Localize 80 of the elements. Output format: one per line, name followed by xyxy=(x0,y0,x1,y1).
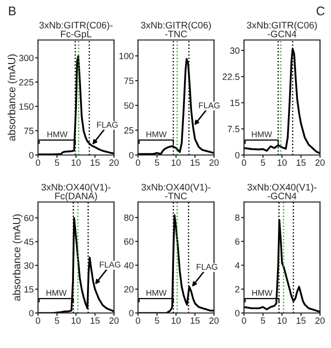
x-tick-label: 20 xyxy=(315,159,325,166)
y-tick-label: 0 xyxy=(129,152,134,158)
x-tick-label: 15 xyxy=(296,160,306,166)
y-tick-label: 30 xyxy=(230,47,240,54)
annotation: HMW xyxy=(146,290,167,296)
x-tick-label: 15 xyxy=(296,318,306,324)
x-tick-label: 5 xyxy=(260,318,266,324)
x-tick-label: 0 xyxy=(242,159,246,166)
y-tick-label: 80 xyxy=(124,214,134,221)
y-tick-label: 0 xyxy=(29,310,34,316)
y-tick-label: 6 xyxy=(235,238,240,245)
y-axis-title: absorbance (mAU) xyxy=(12,214,22,301)
x-tick-label: 5 xyxy=(154,160,160,166)
annotation: HMW xyxy=(146,131,167,138)
x-tick-label: 5 xyxy=(54,160,60,166)
y-tick-label: 225 xyxy=(19,79,34,86)
chart-title: 3xNb:GITR(C06) -TNC xyxy=(140,22,211,38)
y-tick-label: 15 xyxy=(24,286,34,293)
annotation: HMW xyxy=(252,290,272,296)
y-tick-label: 60 xyxy=(124,238,134,245)
y-tick-label: 0 xyxy=(29,152,34,158)
chart-title: 3xNb:GITR(C06) -GCN4 xyxy=(246,22,317,38)
y-tick-label: 60 xyxy=(24,214,34,222)
y-tick-label: 0 xyxy=(129,310,134,316)
annotation: HMW xyxy=(252,131,272,138)
x-tick-label: 10 xyxy=(72,317,81,324)
y-axis-title: absorbance (mAU) xyxy=(8,54,18,141)
x-tick-label: 15 xyxy=(190,160,200,166)
y-tick-label: 7.5 xyxy=(228,126,240,132)
x-tick-label: 10 xyxy=(278,159,287,166)
y-tick-label: 2 xyxy=(235,286,240,292)
y-tick-label: 100 xyxy=(119,52,134,60)
annotation: FLAG xyxy=(100,262,120,268)
y-tick-label: 45 xyxy=(24,238,34,246)
y-tick-label: 0 xyxy=(235,152,240,158)
annotation: HMW xyxy=(46,290,67,296)
chart-title: 3xNb:GITR(C06)- Fc-GpL xyxy=(39,22,113,40)
x-tick-label: 5 xyxy=(260,160,266,166)
x-tick-label: 20 xyxy=(209,159,219,166)
annotation: HMW xyxy=(47,131,68,138)
chart-title: 3xNb:OX40(V1)- Fc(DANA) xyxy=(41,184,110,202)
y-tick-label: 25 xyxy=(124,127,134,134)
y-tick-label: 75 xyxy=(24,128,34,134)
annotation: FLAG xyxy=(97,122,118,128)
x-tick-label: 10 xyxy=(172,159,181,166)
y-tick-label: 150 xyxy=(19,103,34,110)
y-tick-label: 4 xyxy=(235,262,240,269)
x-tick-label: 20 xyxy=(209,317,219,324)
annotation: FLAG xyxy=(196,264,218,270)
y-tick-label: 40 xyxy=(124,262,134,269)
text: C xyxy=(316,6,325,16)
x-tick-label: 0 xyxy=(136,317,140,324)
y-tick-label: 75 xyxy=(124,78,134,84)
x-tick-label: 5 xyxy=(154,318,160,324)
y-tick-label: 300 xyxy=(19,54,34,62)
y-tick-label: 20 xyxy=(124,286,134,292)
y-tick-label: 22.5 xyxy=(222,74,240,80)
x-tick-label: 0 xyxy=(36,159,40,166)
x-tick-label: 0 xyxy=(36,317,40,324)
x-tick-label: 10 xyxy=(172,317,181,324)
x-tick-label: 0 xyxy=(136,159,140,166)
x-tick-label: 15 xyxy=(90,160,100,166)
x-tick-label: 20 xyxy=(315,317,325,324)
x-tick-label: 15 xyxy=(90,318,100,324)
x-tick-label: 20 xyxy=(109,159,119,166)
x-tick-label: 10 xyxy=(278,317,287,324)
y-tick-label: 15 xyxy=(230,100,240,106)
x-tick-label: 10 xyxy=(72,159,81,166)
annotation: FLAG xyxy=(199,102,220,108)
x-tick-label: 0 xyxy=(242,317,246,324)
y-tick-label: 50 xyxy=(124,102,134,109)
y-tick-label: 30 xyxy=(24,262,34,269)
y-tick-label: 8 xyxy=(235,214,240,221)
chart-title: 3xNb:OX40(V1)- -GCN4 xyxy=(247,184,316,200)
x-tick-label: 15 xyxy=(190,318,200,324)
chart-title: 3xNb:OX40(V1)- -TNC xyxy=(141,184,210,200)
text: B xyxy=(9,6,16,16)
x-tick-label: 5 xyxy=(54,318,60,324)
y-tick-label: 0 xyxy=(235,310,240,316)
x-tick-label: 20 xyxy=(109,317,119,324)
